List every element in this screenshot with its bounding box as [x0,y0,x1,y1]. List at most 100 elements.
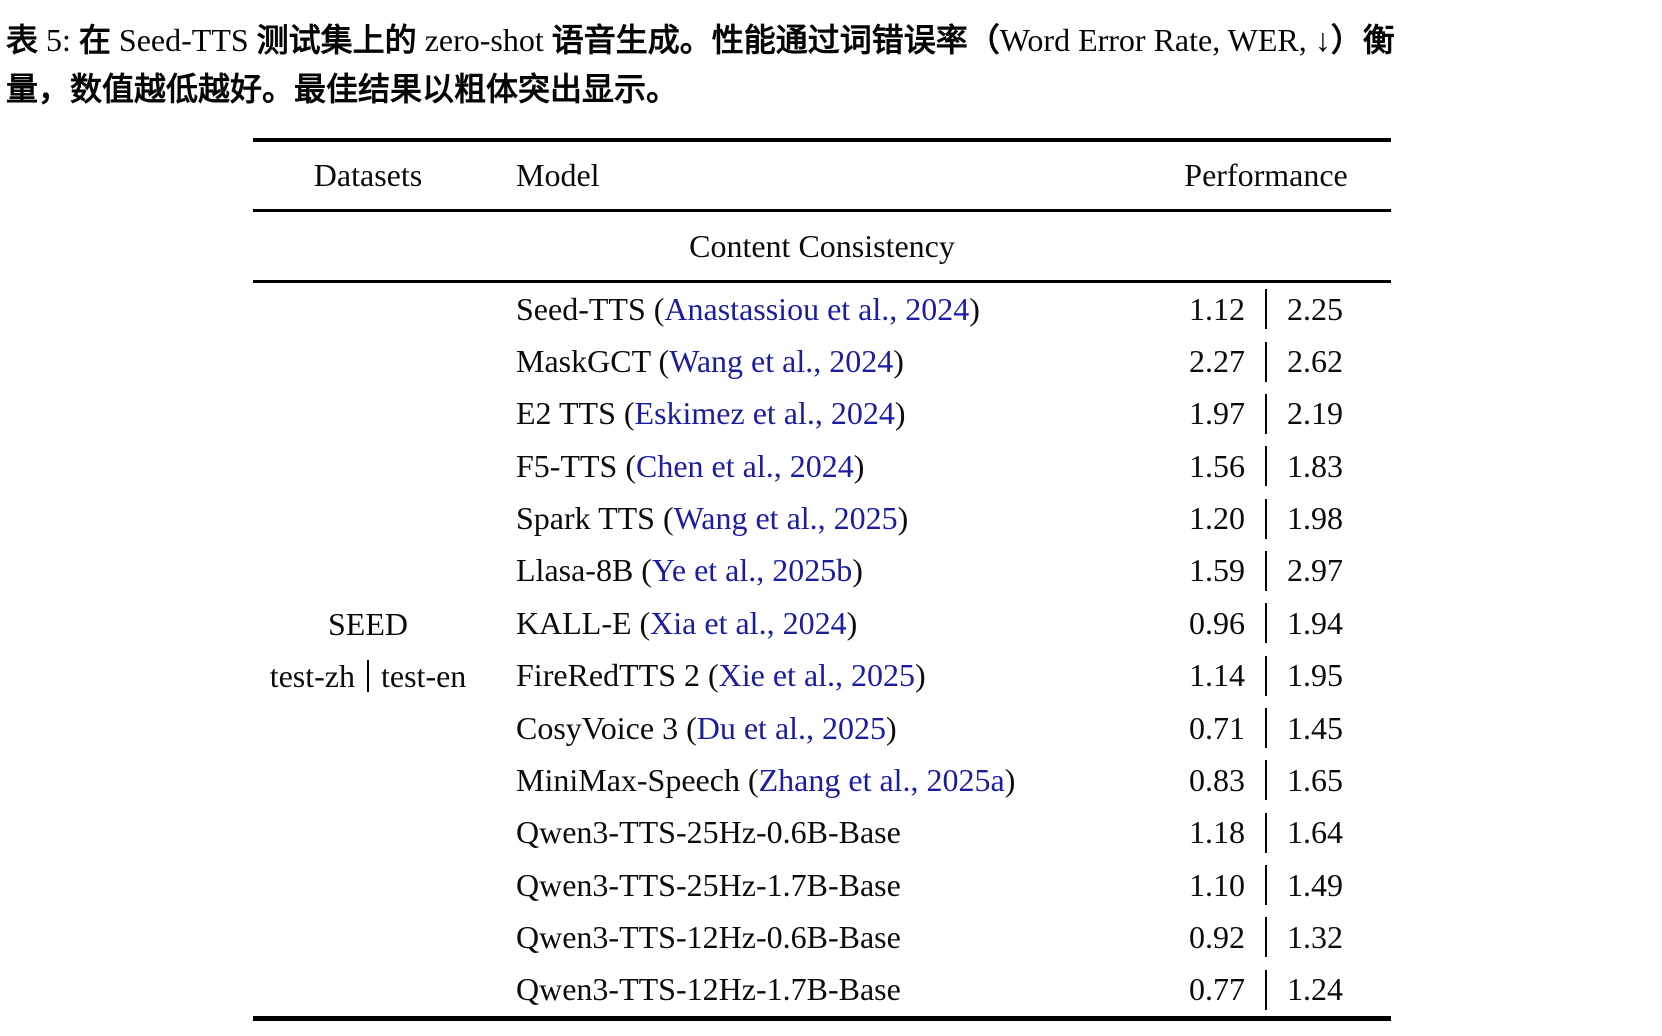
model-name: MiniMax-Speech [516,761,740,798]
table-bottom-rule [253,1016,1391,1021]
section-bottom-rule [253,280,1391,283]
citation-paren-close: ) [846,604,858,641]
dataset-subset-zh: test-zh [269,657,355,694]
citation-paren-close: ) [886,709,897,746]
model-name: E2 TTS [516,395,616,432]
performance-separator-bar [1265,760,1267,801]
caption-text-cjk: ）衡 [1330,22,1395,58]
wer-test-zh-value: 1.59 [1189,552,1245,589]
citation-link[interactable]: Anastassiou et al., 2024 [664,290,970,327]
citation-link[interactable]: Zhang et al., 2025a [758,761,1005,798]
citation-paren-close: ) [894,395,906,432]
wer-test-en-value: 1.49 [1287,866,1343,903]
wer-test-en-value: 1.94 [1287,604,1343,641]
table-row: MaskGCT (Wang et al., 2024) 2.27 2.62 [253,335,1391,387]
citation-link[interactable]: Wang et al., 2024 [669,343,894,380]
citation-link[interactable]: Chen et al., 2024 [636,447,854,484]
row-model-cell: MiniMax-Speech (Zhang et al., 2025a) [483,762,1141,799]
row-performance-cell: 1.10 1.49 [1141,865,1391,906]
row-performance-cell: 1.14 1.95 [1141,655,1391,696]
performance-separator-bar [1265,393,1267,434]
citation-paren-open: ( [739,761,759,798]
model-name: Spark TTS [516,500,655,537]
model-name: KALL-E [516,604,632,641]
wer-test-zh-value: 1.12 [1189,290,1245,327]
performance-separator-bar [1265,341,1267,382]
header-model: Model [516,157,600,193]
citation-link[interactable]: Eskimez et al., 2024 [634,395,895,432]
row-performance-cell: 0.96 1.94 [1141,603,1391,644]
wer-test-zh-value: 0.83 [1189,761,1245,798]
wer-test-en-value: 1.32 [1287,918,1343,955]
performance-separator-bar [1265,708,1267,749]
row-model-cell: MaskGCT (Wang et al., 2024) [483,343,1141,380]
citation-link[interactable]: Xia et al., 2024 [650,604,847,641]
citation-paren-close: ) [893,343,904,380]
wer-test-zh-value: 0.92 [1189,918,1245,955]
dataset-group-label: SEED test-zh test-en [253,598,483,702]
model-name: MaskGCT [516,343,651,380]
citation-paren-open: ( [699,657,719,694]
wer-test-en-value: 1.83 [1287,447,1343,484]
citation-link[interactable]: Ye et al., 2025b [651,552,853,589]
performance-separator-bar [1265,498,1267,539]
table-row: Seed-TTS (Anastassiou et al., 2024) 1.12… [253,283,1391,335]
header-performance: Performance [1184,157,1348,193]
row-model-cell: Qwen3-TTS-12Hz-1.7B-Base [483,971,1141,1008]
table-row: Qwen3-TTS-25Hz-0.6B-Base 1.18 1.64 [253,807,1391,859]
row-performance-cell: 0.77 1.24 [1141,969,1391,1010]
caption-text-cjk: 语音生成。性能通过词错误率（ [551,22,1000,58]
wer-test-en-value: 2.19 [1287,395,1343,432]
caption-text-latin: zero-shot [424,22,552,58]
caption-text-cjk: 量，数值越低越好。最佳结果以粗体突出显示。 [6,71,679,107]
performance-separator-bar [1265,812,1267,853]
citation-link[interactable]: Du et al., 2025 [696,709,887,746]
model-name: Qwen3-TTS-12Hz-0.6B-Base [516,918,901,955]
wer-test-zh-value: 2.27 [1189,343,1245,380]
subset-separator-bar [367,659,369,692]
citation-paren-open: ( [631,604,651,641]
row-performance-cell: 1.20 1.98 [1141,498,1391,539]
performance-separator-bar [1265,289,1267,330]
wer-test-en-value: 1.65 [1287,761,1343,798]
citation-link[interactable]: Xie et al., 2025 [718,657,916,694]
row-model-cell: Spark TTS (Wang et al., 2025) [483,500,1141,537]
citation-paren-close: ) [1004,761,1016,798]
wer-test-en-value: 2.25 [1287,290,1343,327]
table-row: Qwen3-TTS-25Hz-1.7B-Base 1.10 1.49 [253,859,1391,911]
row-model-cell: FireRedTTS 2 (Xie et al., 2025) [483,657,1141,694]
performance-separator-bar [1265,969,1267,1010]
row-model-cell: Qwen3-TTS-25Hz-0.6B-Base [483,814,1141,851]
wer-test-zh-value: 0.96 [1189,604,1245,641]
citation-paren-open: ( [650,343,670,380]
citation-paren-open: ( [645,290,665,327]
performance-separator-bar [1265,603,1267,644]
citation-link[interactable]: Wang et al., 2025 [673,500,898,537]
table-caption: 表 5: 在 Seed-TTS 测试集上的 zero-shot 语音生成。性能通… [6,16,1658,114]
caption-text-latin: Seed-TTS [118,22,257,58]
row-model-cell: KALL-E (Xia et al., 2024) [483,605,1141,642]
table-row: Llasa-8B (Ye et al., 2025b) 1.59 2.97 [253,545,1391,597]
table-body: SEED test-zh test-en Seed-TTS (Anastassio… [253,283,1391,1016]
wer-test-zh-value: 1.14 [1189,657,1245,694]
row-performance-cell: 0.92 1.32 [1141,917,1391,958]
row-model-cell: Qwen3-TTS-25Hz-1.7B-Base [483,867,1141,904]
table-row: MiniMax-Speech (Zhang et al., 2025a) 0.8… [253,754,1391,806]
wer-test-zh-value: 1.56 [1189,447,1245,484]
row-model-cell: F5-TTS (Chen et al., 2024) [483,448,1141,485]
row-performance-cell: 0.83 1.65 [1141,760,1391,801]
row-performance-cell: 1.12 2.25 [1141,289,1391,330]
citation-paren-close: ) [897,500,909,537]
citation-paren-open: ( [654,500,674,537]
row-model-cell: Seed-TTS (Anastassiou et al., 2024) [483,291,1141,328]
citation-paren-open: ( [678,709,697,746]
row-performance-cell: 1.56 1.83 [1141,446,1391,487]
row-performance-cell: 1.18 1.64 [1141,812,1391,853]
caption-text-cjk: 在 [78,22,119,58]
citation-paren-open: ( [633,552,652,589]
row-model-cell: Llasa-8B (Ye et al., 2025b) [483,552,1141,589]
citation-paren-close: ) [969,290,980,327]
row-model-cell: E2 TTS (Eskimez et al., 2024) [483,395,1141,432]
row-model-cell: Qwen3-TTS-12Hz-0.6B-Base [483,919,1141,956]
caption-text-cjk: 表 [6,22,47,58]
